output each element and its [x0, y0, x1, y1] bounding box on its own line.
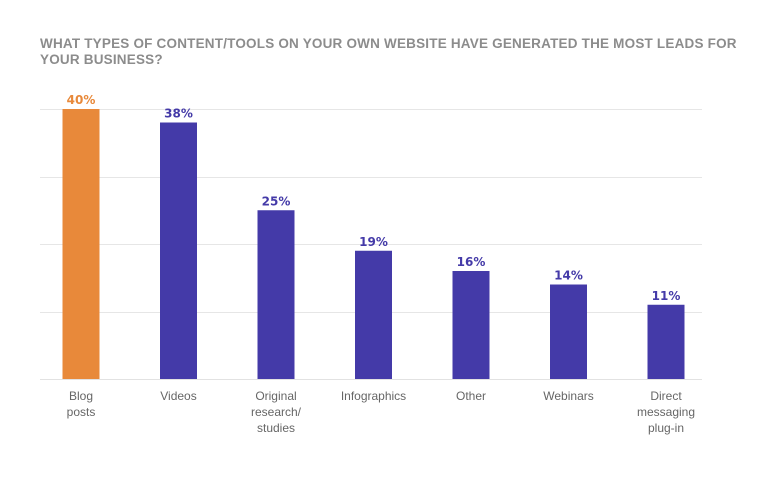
- category-label-line: Other: [456, 389, 486, 403]
- category-label-line: Videos: [160, 389, 196, 403]
- bar: [550, 284, 587, 379]
- category-label-line: Webinars: [543, 389, 593, 403]
- bar: [355, 250, 392, 379]
- bar: [452, 271, 490, 379]
- bar-value-label: 14%: [554, 269, 583, 283]
- category-label-line: Original: [255, 389, 296, 403]
- bars: [62, 109, 685, 379]
- category-label: Webinars: [543, 389, 593, 403]
- category-label-line: Direct: [650, 389, 682, 403]
- bar-value-label: 16%: [457, 255, 486, 269]
- category-label-line: Infographics: [341, 389, 406, 403]
- category-label: Direct messaging plug-in: [637, 389, 695, 435]
- bar-value-label: 25%: [262, 194, 291, 208]
- bar-value-label: 38%: [164, 107, 193, 121]
- category-label-line: studies: [257, 421, 295, 435]
- bar-value-label: 40%: [67, 93, 96, 107]
- category-label-line: plug-in: [648, 421, 684, 435]
- chart-title: WHAT TYPES OF CONTENT/TOOLS ON YOUR OWN …: [40, 36, 737, 67]
- category-label: Other: [456, 389, 486, 403]
- bar: [647, 304, 685, 379]
- category-label-line: research/: [251, 405, 302, 419]
- category-label: Infographics: [341, 389, 406, 403]
- bar-value-label: 19%: [359, 235, 388, 249]
- value-labels: 40% 38% 25% 19% 16% 14% 11%: [67, 93, 681, 303]
- category-label: Original research/studies: [251, 389, 302, 435]
- bar: [160, 122, 197, 379]
- bar: [62, 109, 100, 379]
- category-label: Blog posts: [67, 389, 96, 419]
- category-label-line: messaging: [637, 405, 695, 419]
- category-labels: Blog posts Videos Original research/studies I…: [67, 389, 695, 435]
- bar: [257, 210, 295, 379]
- category-label-line: Blog: [69, 389, 93, 403]
- category-label: Videos: [160, 389, 196, 403]
- category-label-line: posts: [67, 405, 96, 419]
- bar-value-label: 11%: [652, 289, 681, 303]
